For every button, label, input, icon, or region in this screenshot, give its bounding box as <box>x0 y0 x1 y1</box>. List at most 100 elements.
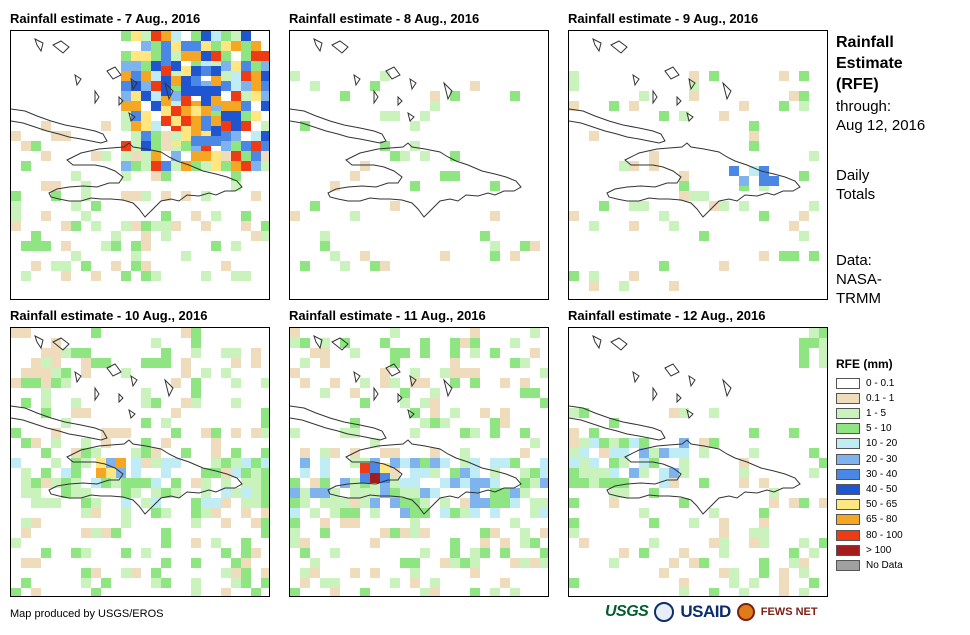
rainfall-cell <box>749 121 759 131</box>
rainfall-cell <box>709 71 719 81</box>
rainfall-cell <box>679 468 689 478</box>
rainfall-cell <box>340 261 350 271</box>
rainfall-cell <box>649 151 659 161</box>
rainfall-cell <box>211 96 221 106</box>
rainfall-cell <box>370 438 380 448</box>
rainfall-cell <box>819 338 827 348</box>
legend-swatch <box>836 407 860 419</box>
rainfall-cell <box>221 161 231 171</box>
rainfall-cell <box>161 538 171 548</box>
rainfall-cell <box>141 121 151 131</box>
rainfall-cell <box>669 221 679 231</box>
rainfall-cell <box>161 86 171 96</box>
rainfall-cell <box>31 488 41 498</box>
rainfall-cell <box>61 271 71 281</box>
rainfall-cell <box>300 538 310 548</box>
rainfall-cell <box>51 458 61 468</box>
rainfall-cell <box>111 478 121 488</box>
rainfall-cell <box>131 31 141 41</box>
rainfall-cell <box>141 231 151 241</box>
rainfall-cell <box>151 31 161 41</box>
rainfall-cell <box>161 51 171 61</box>
rainfall-cell <box>241 101 251 111</box>
rainfall-cell <box>809 448 819 458</box>
rainfall-cell <box>500 418 510 428</box>
panel-title-aug10: Rainfall estimate - 10 Aug., 2016 <box>10 308 208 323</box>
rainfall-cell <box>31 241 41 251</box>
rainfall-cell <box>649 538 659 548</box>
rainfall-cell <box>639 548 649 558</box>
rainfall-cell <box>759 568 769 578</box>
legend-item: 50 - 65 <box>836 498 897 512</box>
rainfall-cell <box>21 478 31 488</box>
rainfall-cell <box>370 498 380 508</box>
rainfall-cell <box>131 151 141 161</box>
rainfall-cell <box>161 468 171 478</box>
legend-label: 5 - 10 <box>866 423 892 435</box>
island-coastline <box>385 363 401 377</box>
rainfall-cell <box>410 368 420 378</box>
island-coastline <box>443 81 453 101</box>
rainfall-cell <box>639 468 649 478</box>
hispaniola-coastline <box>606 142 801 218</box>
rainfall-cell <box>510 558 520 568</box>
rainfall-cell <box>261 428 269 438</box>
rainfall-cell <box>400 488 410 498</box>
rainfall-cell <box>221 121 231 131</box>
rainfall-cell <box>599 478 609 488</box>
rainfall-cell <box>151 141 161 151</box>
rainfall-cell <box>221 468 231 478</box>
rainfall-cell <box>450 478 460 488</box>
rainfall-cell <box>201 116 211 126</box>
rainfall-cell <box>500 378 510 388</box>
rainfall-cell <box>569 101 579 111</box>
rainfall-cell <box>679 408 689 418</box>
rainfall-cell <box>101 241 111 251</box>
map-canvas <box>569 328 827 596</box>
rainfall-cell <box>390 578 400 588</box>
rainfall-cell <box>400 498 410 508</box>
rainfall-cell <box>609 488 619 498</box>
rainfall-cell <box>251 131 261 141</box>
rainfall-cell <box>231 61 241 71</box>
rainfall-cell <box>699 231 709 241</box>
rainfall-cell <box>569 448 579 458</box>
island-coastline <box>130 374 138 388</box>
rainfall-cell <box>141 398 151 408</box>
rainfall-cell <box>679 181 689 191</box>
rainfall-cell <box>510 458 520 468</box>
rainfall-cell <box>629 101 639 111</box>
rainfall-cell <box>251 41 261 51</box>
island-coastline <box>686 111 694 122</box>
rainfall-cell <box>191 161 201 171</box>
rainfall-cell <box>320 348 330 358</box>
rainfall-cell <box>320 528 330 538</box>
rainfall-cell <box>51 191 61 201</box>
rainfall-cell <box>11 201 21 211</box>
rainfall-cell <box>330 508 340 518</box>
rainfall-cell <box>779 71 789 81</box>
rainfall-cell <box>191 136 201 146</box>
rainfall-cell <box>659 448 669 458</box>
rainfall-cell <box>181 51 191 61</box>
rainfall-cell <box>151 51 161 61</box>
rainfall-cell <box>669 478 679 488</box>
rainfall-cell <box>809 468 819 478</box>
side-title-line-1: Rainfall <box>836 34 894 51</box>
rainfall-cell <box>41 498 51 508</box>
rainfall-cell <box>71 348 81 358</box>
rainfall-cell <box>241 161 251 171</box>
map-canvas <box>290 38 540 271</box>
rainfall-cell <box>310 568 320 578</box>
rainfall-cell <box>719 201 729 211</box>
rainfall-cell <box>609 438 619 448</box>
rainfall-cell <box>191 398 201 408</box>
legend-swatch <box>836 468 860 480</box>
rainfall-cell <box>500 488 510 498</box>
rainfall-cell <box>101 151 111 161</box>
rainfall-cell <box>31 378 41 388</box>
rainfall-cell <box>181 106 191 116</box>
rainfall-cell <box>181 448 191 458</box>
rainfall-cell <box>131 61 141 71</box>
rainfall-cell <box>141 151 151 161</box>
